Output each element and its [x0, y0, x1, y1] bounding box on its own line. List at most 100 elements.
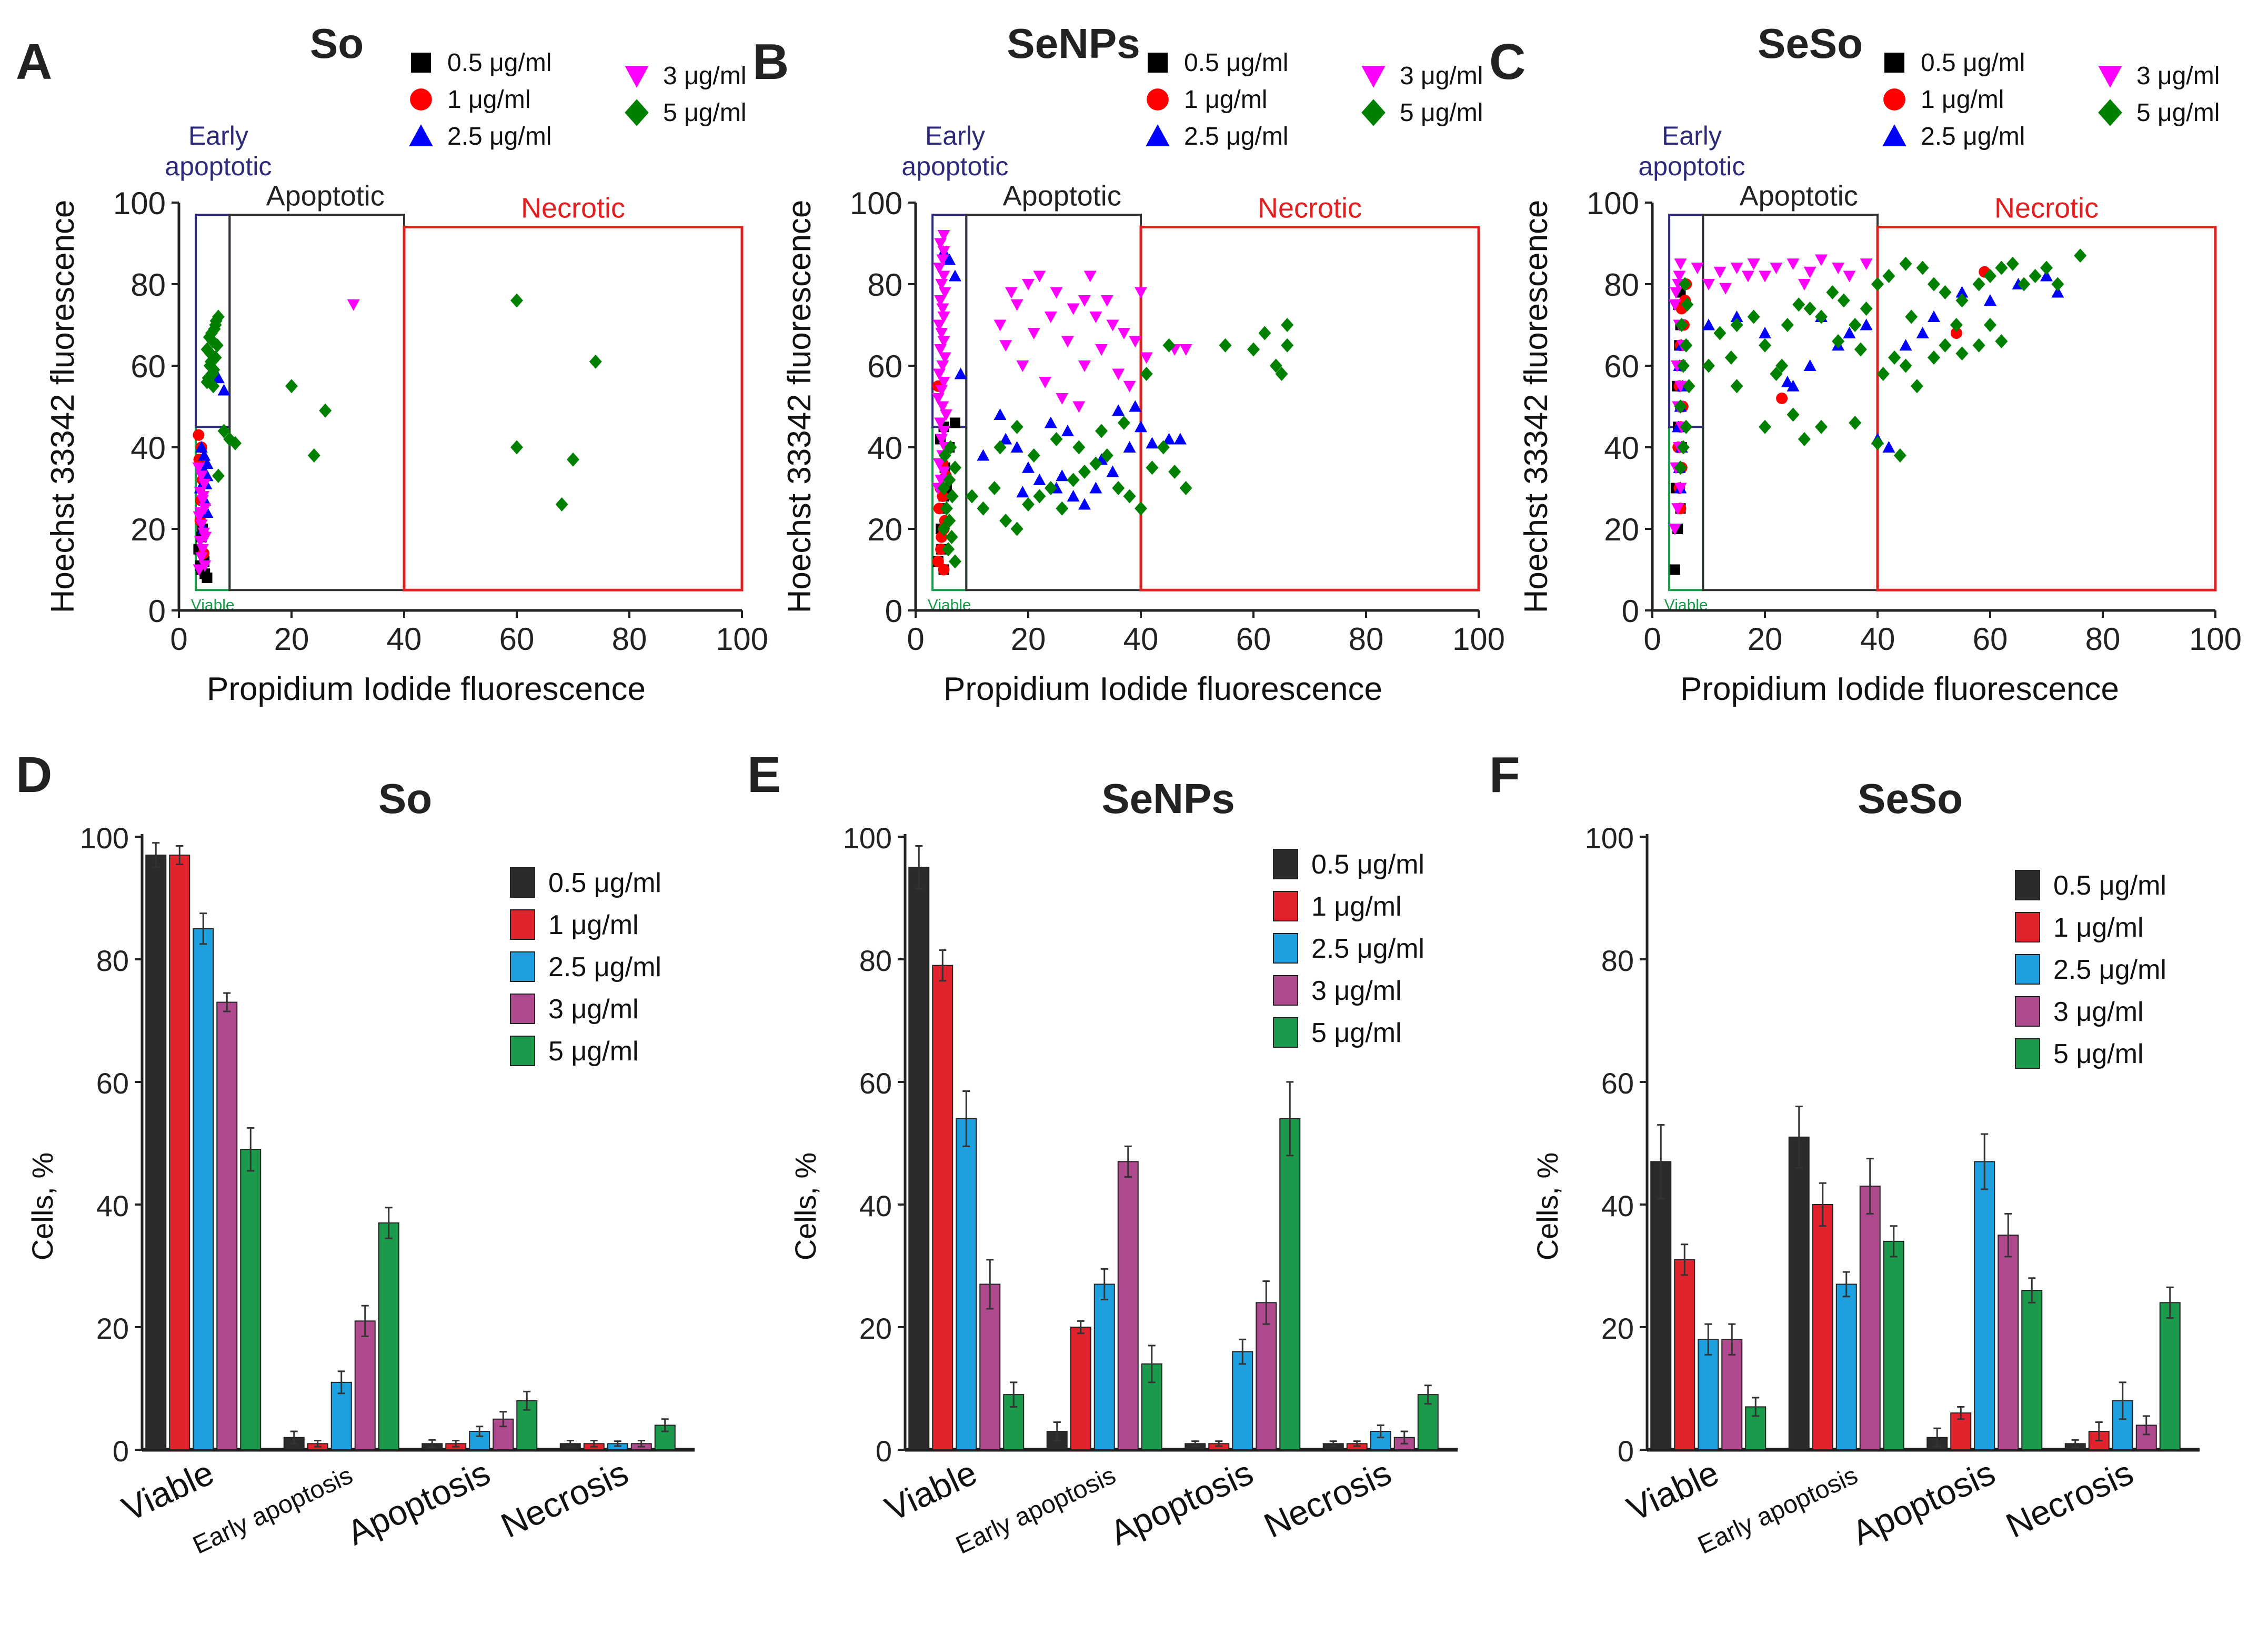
data-point [2098, 99, 2122, 126]
x-tick-label: 80 [2085, 621, 2121, 657]
data-point [1724, 350, 1738, 365]
bar [1788, 1136, 1810, 1451]
data-point [411, 53, 431, 73]
data-point [409, 124, 433, 146]
data-point [347, 299, 360, 311]
legend-label: 2.5 μg/ml [2053, 955, 2166, 985]
data-point [935, 475, 948, 486]
gate-label-early: Early [188, 121, 248, 151]
data-point [1123, 489, 1136, 504]
category-label: Viable [879, 1453, 982, 1529]
data-point [945, 530, 958, 544]
data-point [1681, 297, 1694, 312]
data-point [194, 507, 207, 519]
data-point [1129, 336, 1142, 348]
y-tick-label: 0 [876, 1435, 892, 1468]
category-label: Viable [1621, 1453, 1724, 1529]
data-point [1803, 359, 1817, 371]
data-point [1671, 503, 1684, 515]
panel-letter: F [1489, 747, 1520, 803]
data-point [1112, 481, 1125, 495]
legend-label: 3 μg/ml [1400, 62, 1483, 90]
data-point [1072, 401, 1086, 413]
x-tick-label: 20 [1011, 621, 1046, 657]
data-point [938, 448, 951, 463]
gate-label-apoptotic: Apoptotic [1740, 180, 1858, 212]
category-label: Apoptosis [1846, 1453, 2001, 1553]
data-point [1123, 380, 1136, 393]
data-point [1100, 295, 1113, 307]
data-point [1147, 88, 1169, 111]
gate-necrotic [1876, 226, 2217, 591]
category-label: Viable [116, 1453, 219, 1529]
legend-entry: 2.5 μg/ml [1273, 933, 1424, 964]
data-point [1078, 498, 1091, 510]
legend-swatch [510, 1036, 535, 1066]
data-point [1027, 448, 1040, 463]
x-tick-label: 100 [1452, 621, 1505, 657]
data-point [1972, 277, 1985, 292]
data-point [948, 554, 961, 569]
data-point [936, 360, 949, 372]
data-point [197, 491, 210, 503]
data-point [199, 531, 212, 544]
y-tick-label: 100 [850, 186, 902, 221]
data-point [1674, 380, 1687, 393]
data-point [1893, 448, 1906, 463]
data-point [938, 564, 950, 576]
data-point [993, 440, 1007, 455]
category-label: Necrosis [1258, 1453, 1397, 1546]
data-point [229, 436, 242, 450]
panel-title: So [378, 775, 432, 822]
bar [378, 1222, 399, 1450]
legend-entry: 2.5 μg/ml [510, 951, 661, 982]
data-point [1056, 501, 1069, 516]
data-point [1837, 293, 1850, 308]
y-axis-label: Cells, % [789, 1152, 822, 1260]
data-point [1939, 285, 1952, 299]
data-point [1072, 440, 1086, 455]
data-point [1146, 460, 1159, 475]
panel-letter: C [1489, 34, 1526, 90]
data-point [1882, 269, 1895, 283]
data-point [1798, 279, 1811, 290]
data-point [1089, 482, 1102, 494]
bar [1117, 1161, 1139, 1450]
bar [1998, 1235, 2019, 1450]
data-point [196, 544, 209, 556]
data-point [932, 556, 944, 567]
data-point [1044, 416, 1057, 428]
data-point [1168, 465, 1181, 479]
data-point [1044, 312, 1057, 323]
legend-entry: 0.5 μg/ml [1148, 49, 1288, 77]
data-point [1050, 287, 1063, 299]
legend-entry: 1 μg/ml [410, 86, 530, 114]
data-point [935, 279, 948, 290]
data-point [1112, 368, 1125, 380]
legend-entry: 2.5 μg/ml [1146, 123, 1288, 151]
legend-swatch [1273, 1017, 1298, 1048]
data-point [1135, 501, 1147, 516]
data-point [949, 417, 960, 428]
legend-entry: 1 μg/ml [1147, 86, 1267, 114]
data-point [1140, 367, 1153, 381]
data-point [209, 314, 223, 328]
bar [354, 1320, 376, 1451]
y-tick-label: 40 [131, 430, 166, 466]
legend-label: 1 μg/ml [1184, 86, 1267, 114]
data-point [1146, 124, 1170, 146]
x-tick-label: 40 [1123, 621, 1159, 657]
data-point [1770, 263, 1783, 274]
bar [1835, 1283, 1857, 1450]
data-point [1179, 344, 1192, 356]
legend-entry: 2.5 μg/ml [2015, 954, 2166, 985]
legend-swatch [2015, 996, 2040, 1027]
y-tick-label: 0 [1618, 1435, 1634, 1468]
data-point [1916, 260, 1929, 275]
data-point [1860, 302, 1873, 316]
panel-letter: D [16, 747, 52, 803]
data-point [1730, 318, 1743, 332]
bar [1698, 1339, 1719, 1451]
bar [932, 965, 954, 1450]
bar [169, 854, 190, 1450]
